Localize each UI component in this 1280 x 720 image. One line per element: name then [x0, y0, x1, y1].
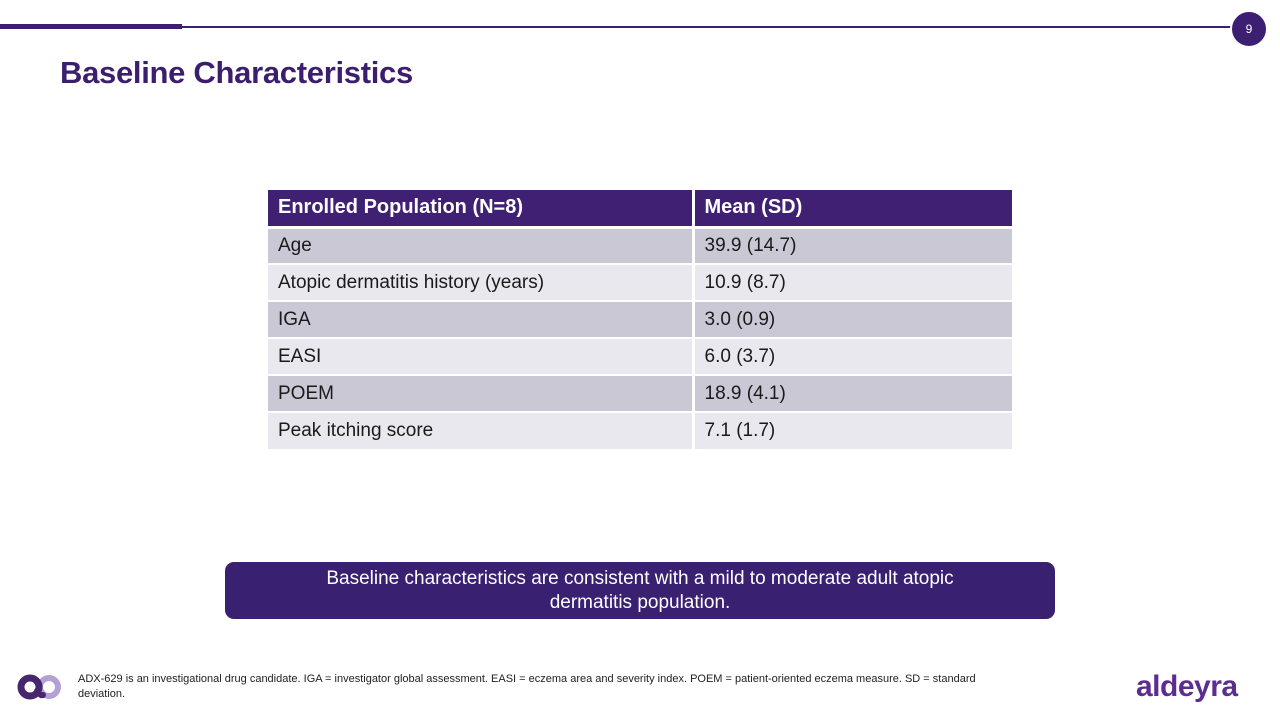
table-row: Age 39.9 (14.7) [268, 226, 1012, 264]
baseline-characteristics-table: Enrolled Population (N=8) Mean (SD) Age … [268, 190, 1012, 449]
row-label-cell: Peak itching score [268, 411, 695, 449]
table-row: EASI 6.0 (3.7) [268, 337, 1012, 375]
footnote-line: deviation. [78, 688, 126, 700]
table-header-row: Enrolled Population (N=8) Mean (SD) [268, 190, 1012, 229]
aldeyra-wordmark: aldeyra [1136, 670, 1238, 703]
table-row: Atopic dermatitis history (years) 10.9 (… [268, 263, 1012, 301]
table-row: IGA 3.0 (0.9) [268, 300, 1012, 338]
header-enrolled-population: Enrolled Population (N=8) [268, 190, 695, 229]
row-value-cell: 10.9 (8.7) [693, 263, 1012, 301]
row-label-cell: Age [268, 226, 695, 264]
table-row: Peak itching score 7.1 (1.7) [268, 411, 1012, 449]
row-value-cell: 7.1 (1.7) [693, 411, 1012, 449]
page-number: 9 [1245, 22, 1253, 36]
aldeyra-logo-icon [16, 670, 64, 709]
row-label-cell: IGA [268, 300, 695, 338]
row-label-cell: Atopic dermatitis history (years) [268, 263, 695, 301]
row-value-cell: 18.9 (4.1) [693, 374, 1012, 412]
row-label-cell: POEM [268, 374, 695, 412]
conclusion-banner: Baseline characteristics are consistent … [225, 562, 1055, 619]
row-label-cell: EASI [268, 337, 695, 375]
banner-text-line: dermatitis population. [549, 592, 731, 613]
table-row: POEM 18.9 (4.1) [268, 374, 1012, 412]
footnote-line: ADX-629 is an investigational drug candi… [78, 673, 976, 685]
header-mean-sd: Mean (SD) [693, 190, 1012, 229]
top-accent-line [0, 26, 1233, 28]
row-value-cell: 3.0 (0.9) [693, 300, 1012, 338]
page-title: Baseline Characteristics [60, 55, 413, 90]
banner-text-line: Baseline characteristics are consistent … [326, 568, 954, 589]
baseline-table-container: Enrolled Population (N=8) Mean (SD) Age … [268, 190, 1012, 449]
row-value-cell: 6.0 (3.7) [693, 337, 1012, 375]
footnote-text: ADX-629 is an investigational drug candi… [78, 672, 998, 702]
page-number-badge: 9 [1230, 10, 1268, 48]
row-value-cell: 39.9 (14.7) [693, 226, 1012, 264]
